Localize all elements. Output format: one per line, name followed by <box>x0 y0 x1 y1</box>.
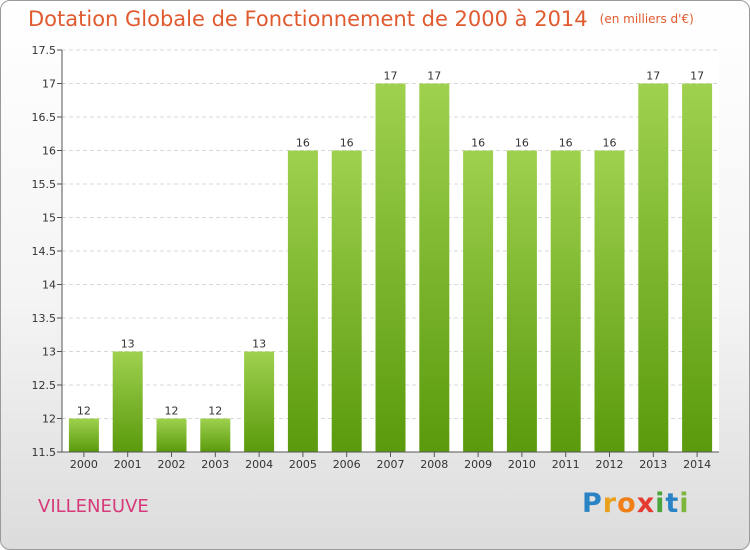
x-tick-label: 2006 <box>333 458 361 471</box>
bar-value-label: 16 <box>340 137 354 150</box>
x-tick-label: 2009 <box>464 458 492 471</box>
logo-letter: P <box>582 488 603 519</box>
x-tick-label: 2000 <box>70 458 98 471</box>
chart-title: Dotation Globale de Fonctionnement de 20… <box>28 7 694 31</box>
bar-value-label: 16 <box>559 137 573 150</box>
y-tick-label: 14.5 <box>32 245 57 258</box>
bar <box>287 150 318 452</box>
y-tick-label: 12 <box>42 413 56 426</box>
bar <box>463 150 494 452</box>
logo-letter: o <box>617 488 637 519</box>
x-tick-label: 2002 <box>158 458 186 471</box>
x-tick-label: 2001 <box>114 458 142 471</box>
bar-value-label: 17 <box>646 70 660 83</box>
chart-subtitle: (en milliers d'€) <box>599 12 694 26</box>
y-tick-label: 17 <box>42 78 56 91</box>
x-tick-label: 2013 <box>639 458 667 471</box>
bar-value-label: 12 <box>208 405 222 418</box>
bar <box>112 351 143 452</box>
bar <box>375 83 406 452</box>
logo-letter: t <box>665 488 680 519</box>
bar-value-label: 16 <box>515 137 529 150</box>
x-tick-label: 2014 <box>683 458 711 471</box>
logo-letter: i <box>679 488 690 519</box>
bar <box>200 418 231 452</box>
y-tick-label: 11.5 <box>32 446 57 459</box>
proxiti-logo: Proxiti <box>582 488 690 519</box>
x-tick-label: 2010 <box>508 458 536 471</box>
bar-value-label: 16 <box>471 137 485 150</box>
y-tick-label: 16.5 <box>32 111 57 124</box>
x-tick-label: 2008 <box>420 458 448 471</box>
y-tick-label: 15 <box>42 212 56 225</box>
bar-value-label: 16 <box>603 137 617 150</box>
bar-value-label: 13 <box>121 338 135 351</box>
chart-title-text: Dotation Globale de Fonctionnement de 20… <box>28 7 588 31</box>
bar <box>506 150 537 452</box>
place-name: VILLENEUVE <box>38 496 149 517</box>
logo-letter: x <box>636 488 656 519</box>
y-tick-label: 14 <box>42 279 56 292</box>
y-tick-label: 13 <box>42 346 56 359</box>
y-tick-label: 16 <box>42 145 56 158</box>
bar-value-label: 17 <box>384 70 398 83</box>
bar <box>594 150 625 452</box>
x-tick-label: 2004 <box>245 458 273 471</box>
x-tick-label: 2011 <box>552 458 580 471</box>
y-tick-label: 15.5 <box>32 178 57 191</box>
x-tick-label: 2012 <box>596 458 624 471</box>
y-tick-label: 17.5 <box>32 44 57 57</box>
logo-letter: i <box>655 488 666 519</box>
bar <box>550 150 581 452</box>
bar-value-label: 12 <box>77 405 91 418</box>
bar <box>331 150 362 452</box>
bar <box>156 418 187 452</box>
bar-value-label: 17 <box>427 70 441 83</box>
bar-value-label: 12 <box>165 405 179 418</box>
bar-value-label: 16 <box>296 137 310 150</box>
bar <box>682 83 713 452</box>
bar <box>419 83 450 452</box>
bar <box>68 418 99 452</box>
bar <box>244 351 275 452</box>
y-tick-label: 13.5 <box>32 312 57 325</box>
bar-value-label: 17 <box>690 70 704 83</box>
logo-letter: r <box>602 488 618 519</box>
x-tick-label: 2005 <box>289 458 317 471</box>
bar <box>638 83 669 452</box>
x-tick-label: 2003 <box>201 458 229 471</box>
y-tick-label: 12.5 <box>32 379 57 392</box>
x-tick-label: 2007 <box>377 458 405 471</box>
bar-value-label: 13 <box>252 338 266 351</box>
